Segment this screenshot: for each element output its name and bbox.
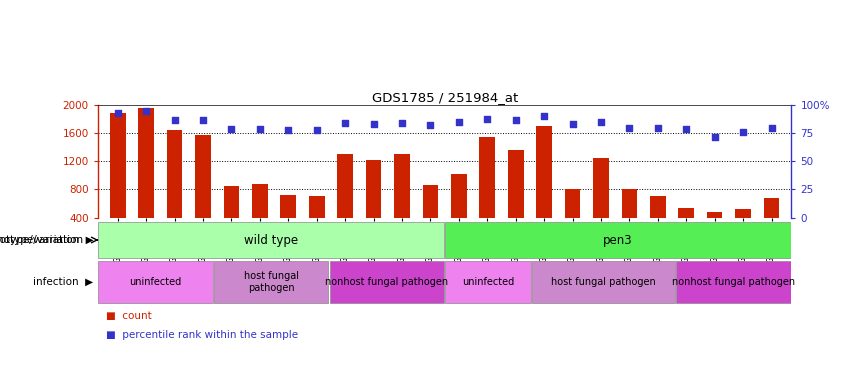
Bar [565,189,580,218]
Point [594,119,608,125]
Point [537,113,551,119]
Bar [423,185,438,218]
Bar [479,137,495,218]
Text: nonhost fungal pathogen: nonhost fungal pathogen [325,277,448,287]
Bar [394,153,410,218]
Point [339,120,352,126]
Text: genotype/variation: genotype/variation [0,235,84,245]
Bar [337,153,353,218]
Title: GDS1785 / 251984_at: GDS1785 / 251984_at [372,91,517,104]
Point [679,126,693,132]
Bar [678,208,694,218]
Point [197,117,210,123]
Point [566,121,580,127]
Bar [445,261,531,303]
Bar [593,158,608,218]
Point [509,117,523,123]
Bar [139,108,154,218]
Bar [224,186,239,218]
Bar [167,130,182,218]
Bar [309,196,324,217]
Text: ■  percentile rank within the sample: ■ percentile rank within the sample [106,330,299,340]
Point [452,119,465,125]
Point [736,129,750,135]
Point [225,126,238,132]
Point [651,124,665,130]
Bar [735,209,751,218]
Bar [445,222,791,258]
Bar [451,174,466,217]
Text: genotype/variation  ▶: genotype/variation ▶ [0,235,94,245]
Text: host fungal
pathogen: host fungal pathogen [243,272,299,293]
Bar [281,195,296,217]
Point [708,134,722,140]
Bar [621,189,637,218]
Text: ■  count: ■ count [106,311,152,321]
Point [140,108,153,114]
Bar [195,135,211,218]
Point [282,127,295,133]
Point [367,121,380,127]
Bar [763,198,780,217]
Bar [366,160,381,218]
Text: wild type: wild type [244,234,299,246]
Bar [508,150,523,217]
Point [253,126,266,132]
Point [310,127,323,133]
Point [111,110,124,116]
Bar [677,261,791,303]
Text: uninfected: uninfected [129,277,182,287]
Bar [99,222,444,258]
Bar [650,196,665,217]
Point [623,124,637,130]
Bar [532,261,675,303]
Bar [707,212,722,217]
Text: uninfected: uninfected [462,277,514,287]
Point [765,124,779,130]
Text: infection  ▶: infection ▶ [33,277,94,287]
Point [395,120,408,126]
Bar [214,261,328,303]
Bar [252,184,268,218]
Text: pen3: pen3 [603,234,633,246]
Bar [329,261,444,303]
Bar [536,126,552,218]
Point [168,117,181,123]
Point [424,122,437,128]
Text: nonhost fungal pathogen: nonhost fungal pathogen [672,277,795,287]
Text: host fungal pathogen: host fungal pathogen [551,277,656,287]
Point [481,116,494,122]
Bar [99,261,213,303]
Bar [110,113,126,218]
